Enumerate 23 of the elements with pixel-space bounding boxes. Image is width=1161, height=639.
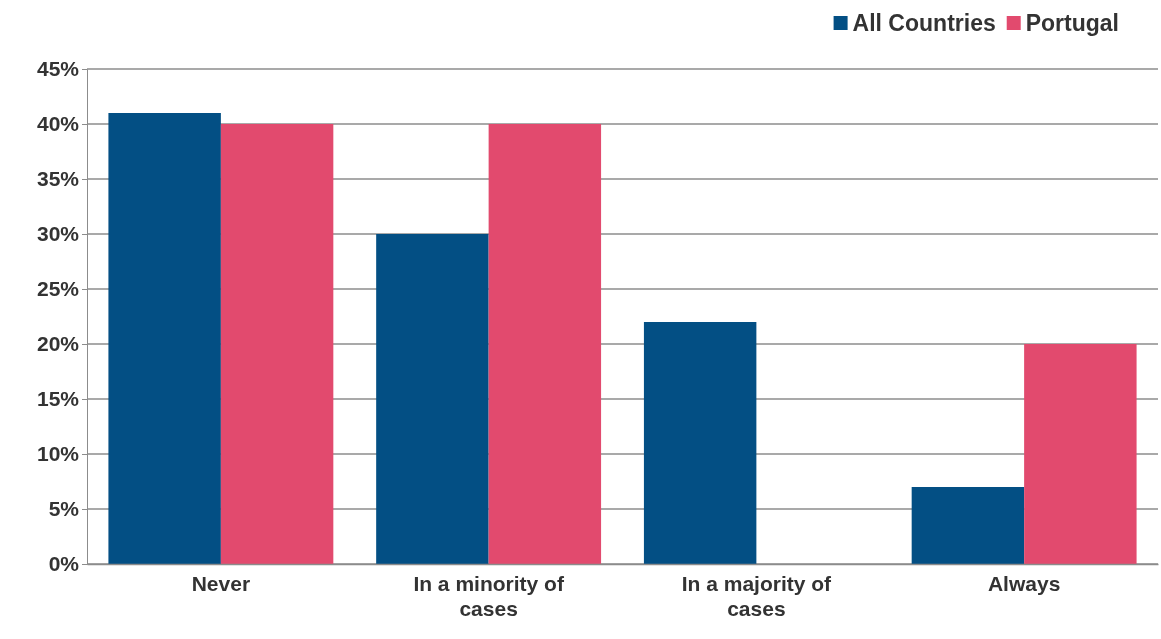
y-tick-label: 45% (36, 57, 80, 81)
bar (108, 113, 221, 564)
bar (643, 322, 757, 564)
x-tick-label: Always (987, 571, 1061, 595)
y-tick-label: 25% (36, 277, 80, 301)
bar (1024, 344, 1137, 564)
bar (220, 124, 334, 564)
x-tick-label: In a minority of cases (413, 571, 565, 621)
legend-label: All Countries (852, 10, 996, 36)
x-tick-label: In a majority of cases (681, 571, 833, 621)
y-tick-label: 40% (36, 112, 80, 136)
y-tick-label: 35% (36, 167, 80, 191)
y-tick-label: 30% (36, 222, 80, 246)
bar (488, 124, 602, 564)
y-tick-label: 0% (48, 552, 80, 576)
y-tick-label: 5% (48, 497, 80, 521)
y-tick-label: 10% (36, 442, 80, 466)
legend-label: Portugal (1025, 10, 1119, 36)
x-tick-label: Never (191, 571, 251, 595)
bar (911, 487, 1025, 564)
y-tick-label: 20% (36, 332, 80, 356)
y-tick-label: 15% (36, 387, 80, 411)
bar (376, 234, 489, 564)
